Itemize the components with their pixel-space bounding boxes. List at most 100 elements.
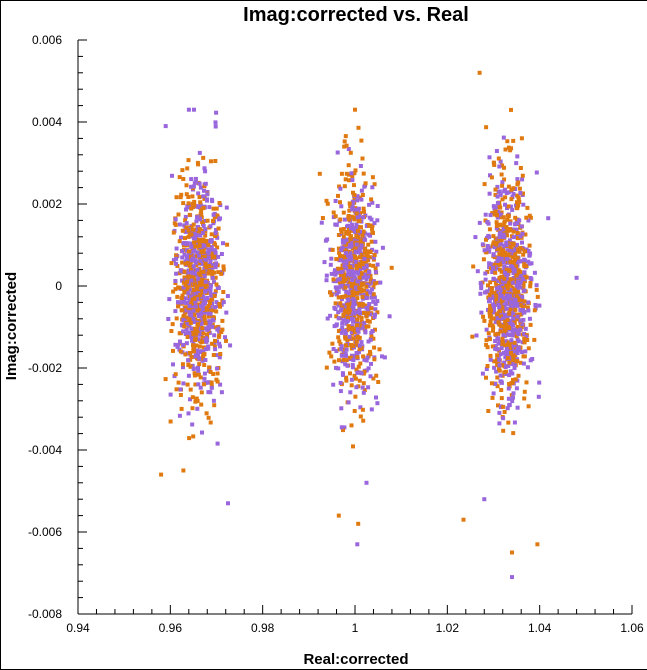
x-axis-label: Real:corrected	[303, 651, 408, 668]
data-point	[360, 156, 365, 161]
data-point	[203, 169, 208, 174]
data-point	[197, 239, 202, 244]
data-point	[221, 267, 226, 272]
data-point	[505, 228, 510, 233]
data-point	[364, 314, 369, 319]
data-point	[337, 358, 341, 363]
data-point	[205, 197, 209, 202]
data-point	[180, 278, 185, 283]
data-point	[339, 328, 344, 333]
data-point	[188, 330, 193, 335]
data-point	[512, 320, 517, 325]
data-point	[494, 226, 499, 231]
data-point	[355, 325, 360, 330]
data-point	[210, 317, 215, 322]
data-point	[359, 243, 364, 248]
data-point	[508, 228, 513, 233]
data-point	[349, 423, 354, 428]
data-point	[344, 237, 349, 242]
data-point	[343, 334, 347, 339]
data-point	[477, 70, 482, 75]
data-point	[499, 388, 504, 392]
data-point	[195, 250, 200, 255]
data-point	[344, 321, 349, 326]
data-point	[518, 234, 523, 239]
data-point	[357, 302, 362, 306]
data-point	[535, 542, 540, 547]
data-point	[512, 363, 517, 368]
data-point	[359, 282, 364, 287]
data-point	[339, 247, 344, 252]
data-point	[525, 305, 530, 310]
data-point	[490, 395, 495, 400]
data-point	[520, 322, 525, 327]
data-point	[361, 272, 366, 277]
data-point	[497, 252, 502, 257]
data-point	[522, 336, 527, 341]
data-point	[497, 285, 502, 290]
data-point	[507, 268, 512, 273]
data-point	[205, 380, 210, 385]
data-point	[366, 353, 371, 358]
data-point	[484, 125, 489, 130]
data-point	[491, 325, 496, 330]
data-point	[366, 249, 371, 254]
data-point	[168, 392, 173, 397]
data-point	[536, 394, 541, 399]
data-point	[197, 195, 202, 200]
data-point	[192, 181, 197, 186]
data-point	[496, 318, 501, 322]
data-point	[521, 202, 526, 207]
data-point	[214, 206, 219, 211]
data-point	[331, 382, 336, 387]
data-point	[208, 370, 213, 374]
data-point	[334, 365, 338, 370]
data-point	[213, 234, 218, 238]
data-point	[502, 276, 507, 281]
data-point	[519, 136, 524, 141]
data-point	[341, 234, 346, 239]
data-point	[354, 266, 359, 271]
data-point	[488, 357, 493, 362]
data-point	[208, 260, 213, 265]
data-point	[339, 227, 343, 232]
data-point	[182, 269, 187, 274]
data-point	[515, 303, 520, 308]
data-point	[344, 289, 349, 294]
data-point	[340, 278, 345, 283]
data-point	[208, 286, 213, 291]
data-point	[188, 351, 192, 355]
data-point	[351, 336, 356, 341]
data-point	[197, 150, 202, 155]
data-point	[496, 297, 501, 302]
data-point	[359, 188, 364, 193]
data-point	[209, 159, 213, 164]
y-tick-label: -0.006	[28, 525, 62, 539]
data-point	[513, 215, 518, 220]
data-point	[341, 313, 346, 317]
data-point	[201, 194, 206, 199]
data-point	[501, 223, 505, 228]
data-point	[498, 288, 503, 293]
data-point	[524, 275, 529, 280]
data-point	[355, 246, 359, 251]
data-point	[364, 284, 369, 289]
data-point	[181, 280, 186, 285]
data-point	[488, 173, 492, 178]
data-point	[330, 247, 335, 252]
data-point	[171, 258, 176, 263]
data-point	[184, 192, 189, 197]
data-point	[195, 280, 199, 285]
data-point	[512, 290, 517, 295]
data-point	[343, 343, 348, 348]
data-point	[358, 211, 362, 216]
data-point	[532, 308, 537, 313]
data-point	[209, 267, 214, 272]
data-point	[206, 271, 211, 276]
data-point	[341, 303, 346, 308]
data-point	[496, 336, 501, 341]
data-point	[501, 428, 506, 433]
data-point	[173, 372, 178, 377]
data-point	[499, 238, 504, 242]
data-point	[500, 163, 505, 168]
